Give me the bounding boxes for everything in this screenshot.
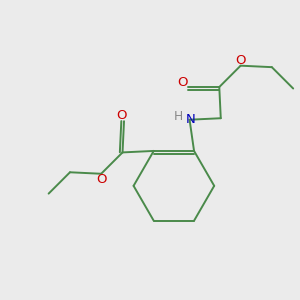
Text: O: O: [116, 109, 127, 122]
Text: O: O: [236, 54, 246, 67]
Text: N: N: [186, 113, 196, 126]
Text: O: O: [96, 172, 106, 186]
Text: O: O: [177, 76, 188, 89]
Text: H: H: [174, 110, 183, 123]
